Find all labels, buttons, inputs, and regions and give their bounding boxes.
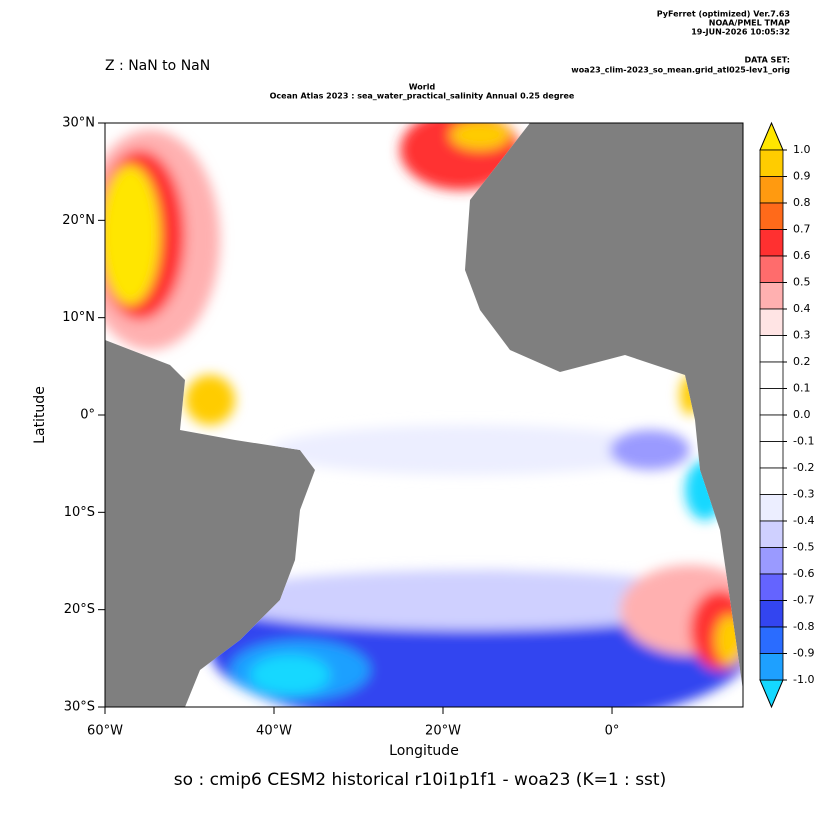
colorbar-cell	[759, 388, 784, 416]
colorbar-cell	[759, 547, 784, 575]
colorbar-cell	[759, 308, 784, 336]
dataset-label: DATA SET:	[745, 56, 790, 65]
colorbar-cell	[759, 520, 784, 548]
colorbar-tick-label: -0.2	[793, 461, 814, 474]
colorbar-tick-label: 0.9	[793, 170, 811, 183]
colorbar-tick-label: 0.8	[793, 196, 811, 209]
x-tick-label: 60°W	[87, 724, 123, 739]
colorbar-tick-label: -0.1	[793, 435, 814, 448]
colorbar-tick-label: -0.9	[793, 647, 814, 660]
colorbar-tick-label: -0.5	[793, 541, 814, 554]
x-tick-label: 0°	[605, 724, 620, 739]
colorbar-cell	[759, 361, 784, 389]
y-tick-label: 20°N	[62, 213, 95, 228]
z-range: Z : NaN to NaN	[105, 58, 210, 74]
colorbar-tick-label: -0.3	[793, 488, 814, 501]
map	[104, 122, 744, 708]
header: 19-JUN-2026 10:05:32	[691, 28, 790, 37]
colorbar-tick-label: 0.0	[793, 408, 811, 421]
colorbar-cell	[759, 255, 784, 283]
header: PyFerret (optimized) Ver.7.63	[657, 10, 790, 19]
colorbar-tick-label: 0.3	[793, 329, 811, 342]
x-tick-label: 40°W	[256, 724, 292, 739]
colorbar-cell	[759, 467, 784, 495]
colorbar-cell	[759, 176, 784, 204]
colorbar-tick-label: 1.0	[793, 143, 811, 156]
colorbar-tick-label: 0.7	[793, 223, 811, 236]
colorbar-cell	[759, 626, 784, 654]
colorbar-tick-label: 0.2	[793, 355, 811, 368]
y-tick-label: 0°	[80, 408, 95, 423]
colorbar-cell	[759, 282, 784, 310]
y-tick-label: 30°S	[64, 700, 95, 715]
colorbar-tick-label: -1.0	[793, 673, 814, 686]
colorbar-cell	[759, 229, 784, 257]
colorbar-tick-label: 0.5	[793, 276, 811, 289]
colorbar-tick-label: -0.6	[793, 567, 814, 580]
colorbar-tick-label: -0.4	[793, 514, 814, 527]
colorbar-cell	[759, 573, 784, 601]
x-axis-label: Longitude	[389, 743, 459, 759]
dataset: woa23_clim-2023_so_mean.grid_atl025-lev1…	[571, 66, 790, 75]
colorbar-over	[759, 121, 784, 151]
y-tick-label: 10°N	[62, 310, 95, 325]
colorbar-tick-label: 0.4	[793, 302, 811, 315]
anomaly-field	[105, 123, 743, 707]
subtitle: Ocean Atlas 2023 : sea_water_practical_s…	[270, 92, 575, 101]
header: NOAA/PMEL TMAP	[709, 19, 790, 28]
colorbar-tick-label: -0.7	[793, 594, 814, 607]
colorbar-cell	[759, 494, 784, 522]
colorbar-tick-label: 0.1	[793, 382, 811, 395]
caption: so : cmip6 CESM2 historical r10i1p1f1 - …	[174, 770, 666, 790]
x-tick-label: 20°W	[425, 724, 461, 739]
chart-title: World	[409, 83, 436, 92]
colorbar-cell	[759, 335, 784, 363]
colorbar-cell	[759, 202, 784, 230]
colorbar-cell	[759, 149, 784, 177]
y-tick-label: 10°S	[64, 505, 95, 520]
y-axis-label: Latitude	[32, 386, 48, 444]
colorbar-cell	[759, 600, 784, 628]
y-tick-label: 30°N	[62, 116, 95, 131]
colorbar-cell	[759, 441, 784, 469]
colorbar-tick-label: 0.6	[793, 249, 811, 262]
y-tick-label: 20°S	[64, 602, 95, 617]
colorbar-under	[759, 679, 784, 709]
colorbar-cell	[759, 653, 784, 681]
colorbar-cell	[759, 414, 784, 442]
colorbar-tick-label: -0.8	[793, 620, 814, 633]
